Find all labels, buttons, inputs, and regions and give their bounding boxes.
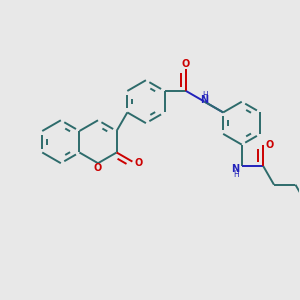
Text: O: O xyxy=(265,140,273,150)
Text: N: N xyxy=(200,95,208,105)
Text: O: O xyxy=(182,58,190,68)
Text: H: H xyxy=(234,169,239,178)
Text: O: O xyxy=(94,164,102,173)
Text: O: O xyxy=(134,158,142,168)
Text: H: H xyxy=(203,91,208,100)
Text: N: N xyxy=(231,164,239,174)
